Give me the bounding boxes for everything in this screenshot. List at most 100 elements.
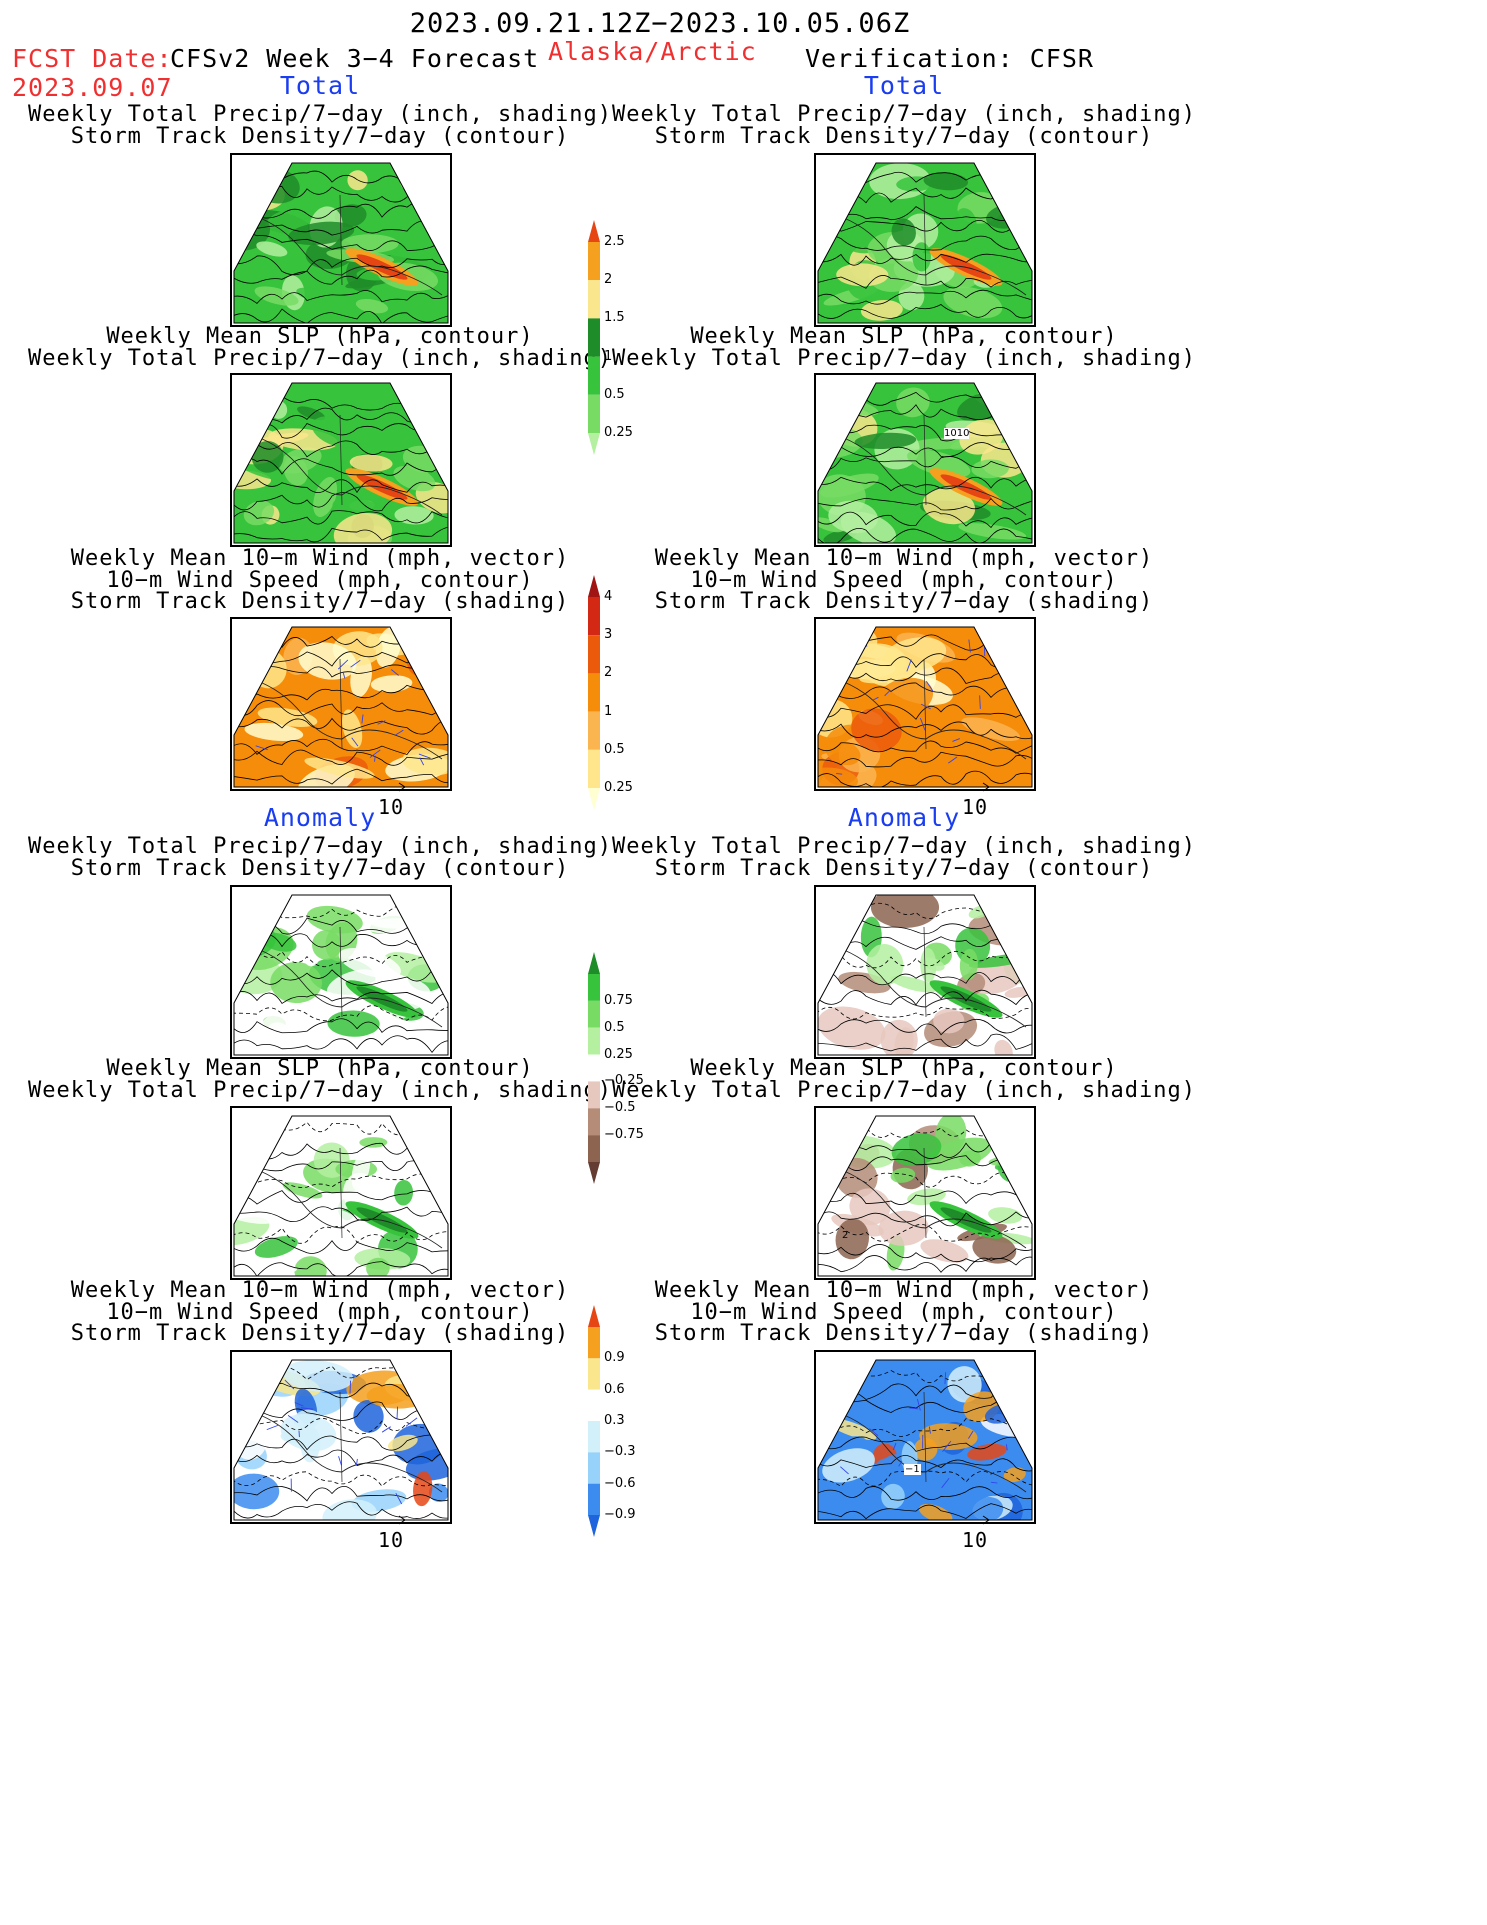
colorbar-swatch bbox=[588, 597, 600, 636]
colorbar-swatch bbox=[588, 711, 600, 750]
map-precip-anomaly-forecast bbox=[230, 885, 452, 1059]
date-range-title: 2023.09.21.12Z−2023.10.05.06Z bbox=[409, 8, 911, 39]
colorbar-tick-label: 0.5 bbox=[604, 741, 625, 757]
colorbar-swatch bbox=[588, 318, 600, 357]
colorbar-tick-label: 0.6 bbox=[604, 1381, 625, 1397]
colorbar-tick-label: −0.3 bbox=[604, 1444, 636, 1460]
title-precip-std-line2: Storm Track Density/7−day (contour) bbox=[70, 123, 570, 149]
colorbar-tick-label: −0.5 bbox=[604, 1100, 636, 1116]
title-slp-precip-line1: Weekly Mean SLP (hPa, contour) bbox=[690, 1056, 1118, 1081]
colorbar-svg bbox=[588, 952, 600, 1184]
title-precip-std-line1: Weekly Total Precip/7−day (inch, shading… bbox=[27, 834, 613, 859]
title-slp-precip-line2: Weekly Total Precip/7−day (inch, shading… bbox=[611, 1077, 1197, 1103]
colorbar-tick-label: 0.75 bbox=[604, 992, 633, 1008]
section-total-left: Total bbox=[279, 71, 361, 100]
model-title: CFSv2 Week 3−4 Forecast bbox=[170, 44, 540, 73]
colorbar-swatch bbox=[588, 673, 600, 712]
title-precip-std-line1: Weekly Total Precip/7−day (inch, shading… bbox=[611, 834, 1197, 859]
colorbar-swatch bbox=[588, 433, 600, 455]
colorbar-swatch bbox=[588, 356, 600, 395]
verification-title: Verification: CFSR bbox=[805, 44, 1094, 73]
title-slp-precip-line1: Weekly Mean SLP (hPa, contour) bbox=[690, 324, 1118, 349]
colorbar-tick-label: 1 bbox=[604, 703, 613, 719]
colorbar-precip-total: 0.25 0.5 1 1.5 2 2.5 bbox=[586, 220, 646, 455]
colorbar-svg bbox=[588, 575, 600, 810]
map-precip-anomaly-verification bbox=[814, 885, 1036, 1059]
colorbar-swatch bbox=[588, 1452, 600, 1484]
colorbar-swatch bbox=[588, 1081, 600, 1109]
title-wind-std-line1: Weekly Mean 10−m Wind (mph, vector) bbox=[70, 546, 570, 571]
title-precip-std-line2: Storm Track Density/7−day (contour) bbox=[70, 855, 570, 881]
section-total-right: Total bbox=[863, 71, 945, 100]
colorbar-tick-label: −0.25 bbox=[604, 1073, 644, 1089]
colorbar-tick-label: 0.5 bbox=[604, 386, 625, 402]
title-slp-precip-line2: Weekly Total Precip/7−day (inch, shading… bbox=[27, 345, 613, 371]
colorbar-swatch bbox=[588, 394, 600, 433]
colorbar-swatch bbox=[588, 1108, 600, 1136]
colorbar-swatch bbox=[588, 974, 600, 1001]
colorbar-tick-label: 0.25 bbox=[604, 1046, 633, 1062]
colorbar-tick-label: 3 bbox=[604, 627, 613, 643]
colorbar-tick-label: 1 bbox=[604, 348, 613, 364]
title-wind-std-line2: 10−m Wind Speed (mph, contour) bbox=[106, 1299, 534, 1325]
fcst-date-value: 2023.09.07 bbox=[12, 73, 173, 102]
colorbar-tick-label: 0.25 bbox=[604, 425, 633, 440]
colorbar-swatch bbox=[588, 749, 600, 788]
colorbar-swatch bbox=[588, 1421, 600, 1453]
slp-contour-label: 1010 bbox=[944, 428, 970, 439]
title-wind-std-line3: Storm Track Density/7−day (shading) bbox=[654, 1321, 1154, 1346]
title-wind-std-line1: Weekly Mean 10−m Wind (mph, vector) bbox=[654, 1278, 1154, 1303]
map-slp-anomaly-verification: 2 bbox=[814, 1106, 1036, 1280]
title-precip-std-line1: Weekly Total Precip/7−day (inch, shading… bbox=[611, 102, 1197, 127]
colorbar-swatch bbox=[588, 220, 600, 242]
colorbar-swatch bbox=[588, 1000, 600, 1028]
title-wind-std-line1: Weekly Mean 10−m Wind (mph, vector) bbox=[70, 1278, 570, 1303]
vector-ref-label: 10 bbox=[962, 1528, 989, 1552]
colorbar-tick-label: 0.3 bbox=[604, 1413, 625, 1428]
arrow-right-icon bbox=[963, 1515, 990, 1525]
map-wind-anomaly-verification: −1 bbox=[814, 1350, 1036, 1524]
slp-anomaly-contour-label: 2 bbox=[842, 1230, 849, 1241]
map-slp-anomaly-forecast bbox=[230, 1106, 452, 1280]
colorbar-swatch bbox=[588, 788, 600, 810]
fcst-date-label: FCST Date: bbox=[12, 44, 173, 73]
title-wind-std-line1: Weekly Mean 10−m Wind (mph, vector) bbox=[654, 546, 1154, 571]
title-wind-std-line2: 10−m Wind Speed (mph, contour) bbox=[106, 567, 534, 593]
colorbar-tick-label: 1.5 bbox=[604, 310, 625, 326]
colorbar-swatch bbox=[588, 952, 600, 974]
vector-ref-total-left: 10 bbox=[378, 778, 408, 817]
map-slp-total-verification: 1010 bbox=[814, 373, 1036, 547]
colorbar-swatch bbox=[588, 1305, 600, 1327]
title-wind-std-line2: 10−m Wind Speed (mph, contour) bbox=[690, 1299, 1118, 1325]
title-precip-std-line2: Storm Track Density/7−day (contour) bbox=[654, 123, 1154, 149]
title-slp-precip-line2: Weekly Total Precip/7−day (inch, shading… bbox=[611, 345, 1197, 371]
title-slp-precip-line2: Weekly Total Precip/7−day (inch, shading… bbox=[27, 1077, 613, 1103]
map-wind-anomaly-forecast bbox=[230, 1350, 452, 1524]
title-wind-std-line2: 10−m Wind Speed (mph, contour) bbox=[690, 567, 1118, 593]
arrow-right-icon bbox=[379, 1515, 406, 1525]
colorbar-tick-label: 2 bbox=[604, 665, 613, 681]
colorbar-precip-anomaly: −0.75 −0.5 −0.25 0.25 0.5 0.75 bbox=[586, 952, 646, 1184]
colorbar-storm-anomaly: −0.9 −0.6 −0.3 0.3 0.6 0.9 bbox=[586, 1305, 646, 1537]
colorbar-swatch bbox=[588, 1389, 600, 1421]
title-precip-std-line2: Storm Track Density/7−day (contour) bbox=[654, 855, 1154, 881]
title-wind-std-line3: Storm Track Density/7−day (shading) bbox=[654, 589, 1154, 614]
section-anomaly-left: Anomaly bbox=[263, 803, 377, 832]
colorbar-swatch bbox=[588, 1054, 600, 1082]
title-precip-std-line1: Weekly Total Precip/7−day (inch, shading… bbox=[27, 102, 613, 127]
colorbar-tick-label: 0.25 bbox=[604, 780, 633, 795]
title-slp-precip-line1: Weekly Mean SLP (hPa, contour) bbox=[106, 1056, 534, 1081]
map-wind-total-forecast bbox=[230, 617, 452, 791]
colorbar-swatch bbox=[588, 575, 600, 597]
vector-ref-total-right: 10 bbox=[962, 778, 992, 817]
colorbar-swatch bbox=[588, 1027, 600, 1055]
colorbar-swatch bbox=[588, 242, 600, 281]
section-anomaly-right: Anomaly bbox=[847, 803, 961, 832]
title-wind-std-line3: Storm Track Density/7−day (shading) bbox=[70, 1321, 570, 1346]
map-wind-total-verification bbox=[814, 617, 1036, 791]
colorbar-tick-label: −0.6 bbox=[604, 1475, 636, 1491]
wind-anomaly-contour-label: −1 bbox=[904, 1464, 921, 1475]
vector-ref-anomaly-right: 10 bbox=[962, 1511, 992, 1550]
title-slp-precip-line1: Weekly Mean SLP (hPa, contour) bbox=[106, 324, 534, 349]
colorbar-swatch bbox=[588, 1135, 600, 1162]
